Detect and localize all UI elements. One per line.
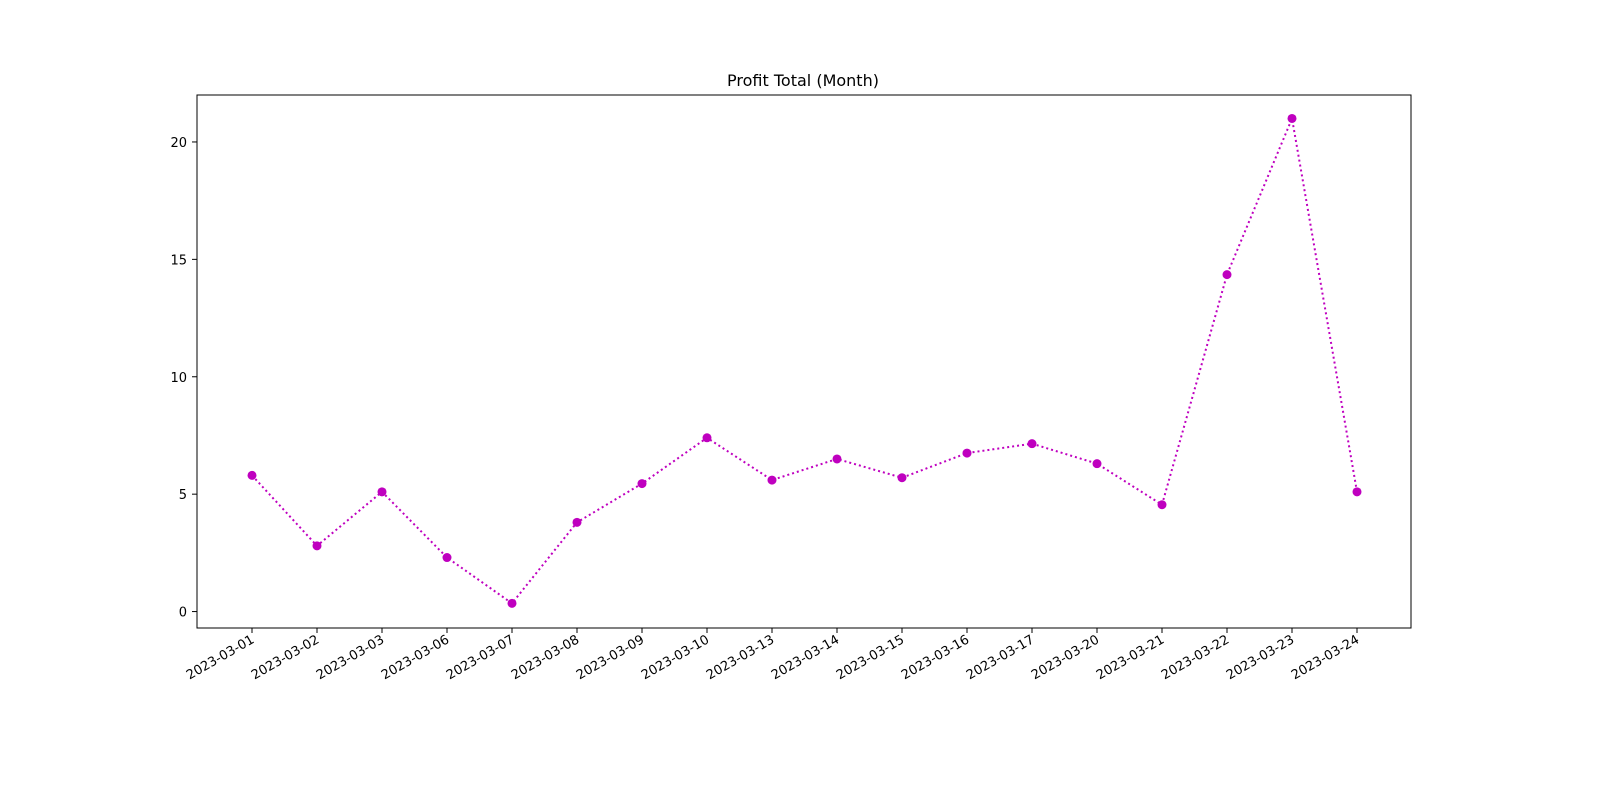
y-tick-label: 10	[170, 371, 187, 386]
data-point	[702, 433, 712, 443]
data-point	[1287, 113, 1297, 123]
data-point	[1157, 500, 1167, 510]
data-point	[507, 598, 517, 608]
x-tick-label: 2023-03-07	[444, 632, 517, 683]
x-tick-label: 2023-03-15	[834, 632, 907, 683]
x-tick-label: 2023-03-03	[314, 632, 387, 683]
data-point	[1222, 270, 1232, 280]
data-point	[767, 475, 777, 485]
x-tick-label: 2023-03-01	[184, 632, 257, 683]
x-tick-label: 2023-03-14	[769, 632, 842, 683]
data-point	[637, 479, 647, 489]
series-line	[251, 114, 1358, 605]
x-tick-label: 2023-03-17	[964, 632, 1037, 683]
data-point	[312, 541, 322, 551]
x-tick-label: 2023-03-23	[1224, 632, 1297, 683]
data-point	[377, 487, 387, 497]
x-tick-label: 2023-03-21	[1094, 632, 1167, 683]
x-tick-label: 2023-03-10	[639, 632, 712, 683]
series-layer	[247, 113, 1362, 608]
y-tick-label: 20	[170, 136, 187, 151]
data-point	[1092, 459, 1102, 469]
data-point	[1352, 487, 1362, 497]
x-tick-label: 2023-03-24	[1289, 632, 1362, 683]
data-point	[832, 454, 842, 464]
y-axis: 0 5 10 15 20	[170, 136, 197, 621]
data-point	[897, 473, 907, 483]
x-tick-label: 2023-03-13	[704, 632, 777, 683]
y-tick-label: 15	[170, 253, 187, 268]
x-tick-label: 2023-03-02	[249, 632, 322, 683]
data-point	[247, 470, 257, 480]
x-tick-label: 2023-03-16	[899, 632, 972, 683]
x-axis: 2023-03-012023-03-022023-03-032023-03-06…	[184, 628, 1362, 683]
y-tick-label: 5	[179, 488, 187, 503]
x-tick-label: 2023-03-06	[379, 632, 452, 683]
chart-title: Profit Total (Month)	[727, 71, 879, 90]
x-tick-label: 2023-03-08	[509, 632, 582, 683]
y-tick-label: 0	[179, 606, 187, 621]
data-point	[572, 517, 582, 527]
x-tick-label: 2023-03-09	[574, 632, 647, 683]
data-point	[442, 553, 452, 563]
x-tick-label: 2023-03-22	[1159, 632, 1232, 683]
data-point	[1027, 439, 1037, 449]
plot-area-frame	[196, 94, 1412, 629]
x-tick-label: 2023-03-20	[1029, 632, 1102, 683]
data-point	[962, 448, 972, 458]
